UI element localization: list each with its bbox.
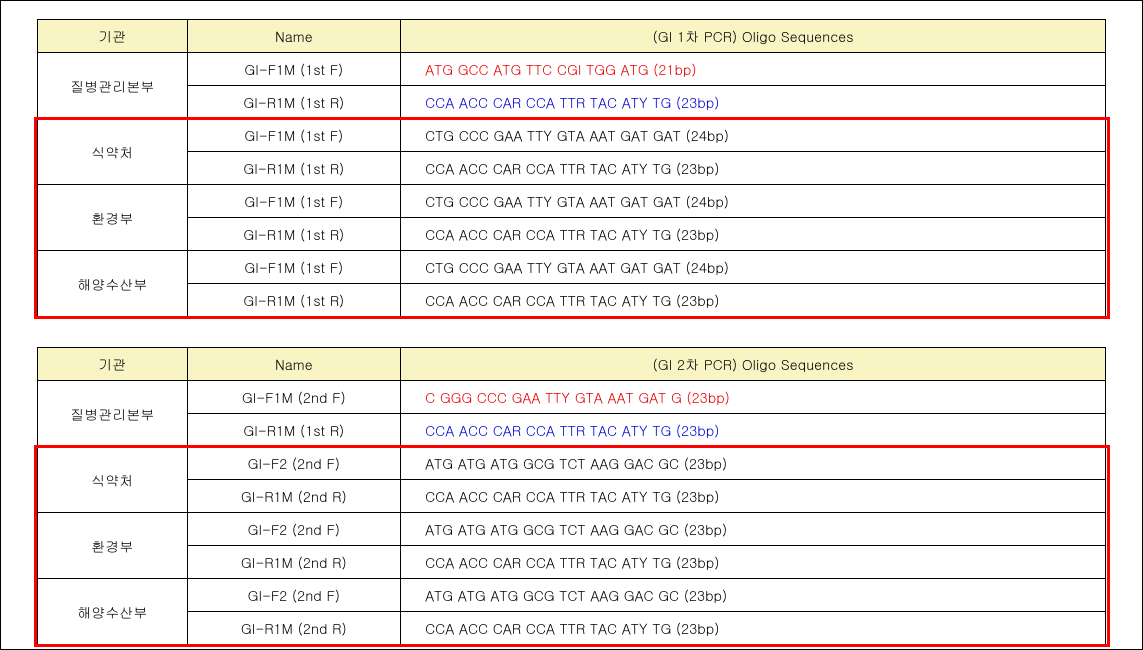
primer-seq: CCA ACC CAR CCA TTR TAC ATY TG (23bp) [401, 414, 1106, 447]
table-row: GI-R1M (2nd R) CCA ACC CAR CCA TTR TAC A… [38, 480, 1106, 513]
table-row: 해양수산부 GI-F1M (1st F) CTG CCC GAA TTY GTA… [38, 251, 1106, 284]
table-row: GI-R1M (1st R) CCA ACC CAR CCA TTR TAC A… [38, 86, 1106, 119]
agency-cell: 해양수산부 [38, 251, 188, 317]
primer-name: GI-R1M (2nd R) [187, 546, 401, 579]
primer-seq: CCA ACC CAR CCA TTR TAC ATY TG (23bp) [401, 218, 1106, 251]
document-frame: 기관 Name (GI 1차 PCR) Oligo Sequences 질병관리… [0, 0, 1143, 650]
primer-name: GI-R1M (1st R) [187, 414, 401, 447]
primer-name: GI-F2 (2nd F) [187, 579, 401, 612]
table1-wrap: 기관 Name (GI 1차 PCR) Oligo Sequences 질병관리… [37, 19, 1106, 317]
table2-header-agency: 기관 [38, 348, 188, 381]
primer-seq: ATG ATG ATG GCG TCT AAG GAC GC (23bp) [401, 447, 1106, 480]
agency-cell: 환경부 [38, 513, 188, 579]
table-row: GI-R1M (2nd R) CCA ACC CAR CCA TTR TAC A… [38, 612, 1106, 645]
agency-cell: 환경부 [38, 185, 188, 251]
primer-seq: CCA ACC CAR CCA TTR TAC ATY TG (23bp) [401, 480, 1106, 513]
table2-body: 질병관리본부 GI-F1M (2nd F) C GGG CCC GAA TTY … [38, 381, 1106, 645]
primer-seq: CCA ACC CAR CCA TTR TAC ATY TG (23bp) [401, 612, 1106, 645]
primer-seq: CCA ACC CAR CCA TTR TAC ATY TG (23bp) [401, 546, 1106, 579]
table-row: GI-R1M (1st R) CCA ACC CAR CCA TTR TAC A… [38, 284, 1106, 317]
table1-header-agency: 기관 [38, 20, 188, 53]
table-row: GI-R1M (2nd R) CCA ACC CAR CCA TTR TAC A… [38, 546, 1106, 579]
primer-seq: ATG GCC ATG TTC CGI TGG ATG (21bp) [401, 53, 1106, 86]
table2-wrap: 기관 Name (GI 2차 PCR) Oligo Sequences 질병관리… [37, 347, 1106, 645]
primer-seq: CTG CCC GAA TTY GTA AAT GAT GAT (24bp) [401, 119, 1106, 152]
primer-name: GI-F2 (2nd F) [187, 513, 401, 546]
table-row: 환경부 GI-F1M (1st F) CTG CCC GAA TTY GTA A… [38, 185, 1106, 218]
table-row: 식약처 GI-F2 (2nd F) ATG ATG ATG GCG TCT AA… [38, 447, 1106, 480]
agency-cell: 질병관리본부 [38, 381, 188, 447]
table1-header-name: Name [187, 20, 401, 53]
primer-seq: CTG CCC GAA TTY GTA AAT GAT GAT (24bp) [401, 251, 1106, 284]
table-row: GI-R1M (1st R) CCA ACC CAR CCA TTR TAC A… [38, 152, 1106, 185]
primer-seq: CCA ACC CAR CCA TTR TAC ATY TG (23bp) [401, 284, 1106, 317]
primer-seq: CCA ACC CAR CCA TTR TAC ATY TG (23bp) [401, 152, 1106, 185]
primer-name: GI-R1M (1st R) [187, 218, 401, 251]
primer-name: GI-R1M (1st R) [187, 86, 401, 119]
table2-header-name: Name [187, 348, 401, 381]
primer-seq: ATG ATG ATG GCG TCT AAG GAC GC (23bp) [401, 579, 1106, 612]
table1-body: 질병관리본부 GI-F1M (1st F) ATG GCC ATG TTC CG… [38, 53, 1106, 317]
primer-seq: CTG CCC GAA TTY GTA AAT GAT GAT (24bp) [401, 185, 1106, 218]
agency-cell: 질병관리본부 [38, 53, 188, 119]
primer-name: GI-F1M (2nd F) [187, 381, 401, 414]
agency-cell: 해양수산부 [38, 579, 188, 645]
table2-header-row: 기관 Name (GI 2차 PCR) Oligo Sequences [38, 348, 1106, 381]
primer-name: GI-F1M (1st F) [187, 53, 401, 86]
table1-header-seq: (GI 1차 PCR) Oligo Sequences [401, 20, 1106, 53]
table-row: 질병관리본부 GI-F1M (2nd F) C GGG CCC GAA TTY … [38, 381, 1106, 414]
primer-name: GI-R1M (1st R) [187, 152, 401, 185]
table-row: 환경부 GI-F2 (2nd F) ATG ATG ATG GCG TCT AA… [38, 513, 1106, 546]
primer-seq: C GGG CCC GAA TTY GTA AAT GAT G (23bp) [401, 381, 1106, 414]
pcr-table-1: 기관 Name (GI 1차 PCR) Oligo Sequences 질병관리… [37, 19, 1106, 317]
table-row: 질병관리본부 GI-F1M (1st F) ATG GCC ATG TTC CG… [38, 53, 1106, 86]
table-row: 해양수산부 GI-F2 (2nd F) ATG ATG ATG GCG TCT … [38, 579, 1106, 612]
table-row: 식약처 GI-F1M (1st F) CTG CCC GAA TTY GTA A… [38, 119, 1106, 152]
table2-header-seq: (GI 2차 PCR) Oligo Sequences [401, 348, 1106, 381]
agency-cell: 식약처 [38, 119, 188, 185]
primer-name: GI-R1M (2nd R) [187, 612, 401, 645]
primer-name: GI-F1M (1st F) [187, 185, 401, 218]
primer-name: GI-F1M (1st F) [187, 251, 401, 284]
table-row: GI-R1M (1st R) CCA ACC CAR CCA TTR TAC A… [38, 218, 1106, 251]
primer-seq: ATG ATG ATG GCG TCT AAG GAC GC (23bp) [401, 513, 1106, 546]
primer-name: GI-R1M (1st R) [187, 284, 401, 317]
pcr-table-2: 기관 Name (GI 2차 PCR) Oligo Sequences 질병관리… [37, 347, 1106, 645]
agency-cell: 식약처 [38, 447, 188, 513]
primer-name: GI-F1M (1st F) [187, 119, 401, 152]
table1-header-row: 기관 Name (GI 1차 PCR) Oligo Sequences [38, 20, 1106, 53]
primer-name: GI-R1M (2nd R) [187, 480, 401, 513]
primer-seq: CCA ACC CAR CCA TTR TAC ATY TG (23bp) [401, 86, 1106, 119]
primer-name: GI-F2 (2nd F) [187, 447, 401, 480]
table-row: GI-R1M (1st R) CCA ACC CAR CCA TTR TAC A… [38, 414, 1106, 447]
